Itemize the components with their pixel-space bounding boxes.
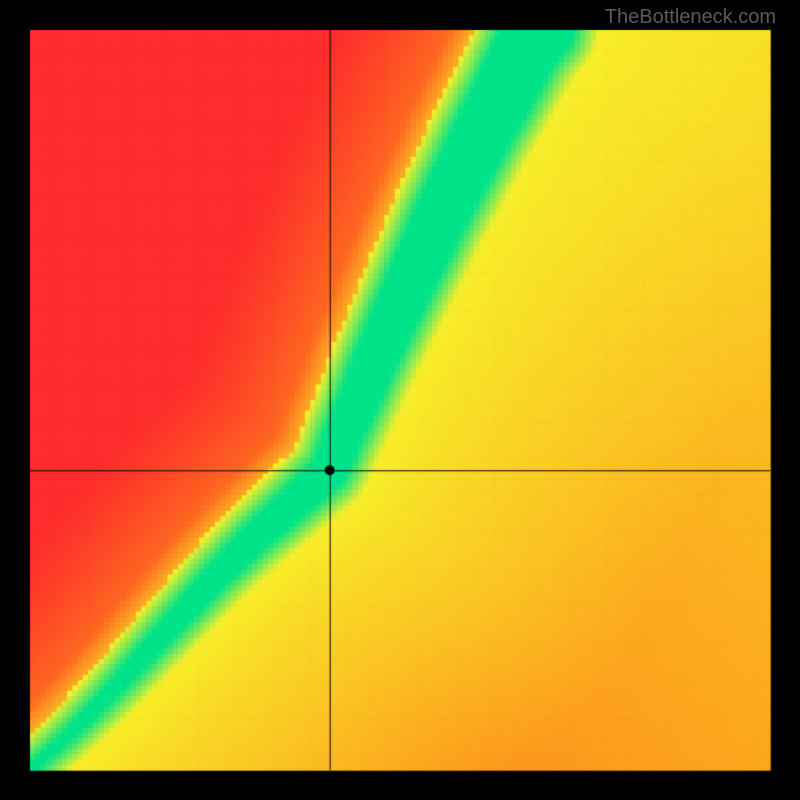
watermark-text: TheBottleneck.com bbox=[605, 6, 776, 29]
bottleneck-heatmap-container: TheBottleneck.com bbox=[0, 0, 800, 800]
heatmap-canvas bbox=[0, 0, 800, 800]
